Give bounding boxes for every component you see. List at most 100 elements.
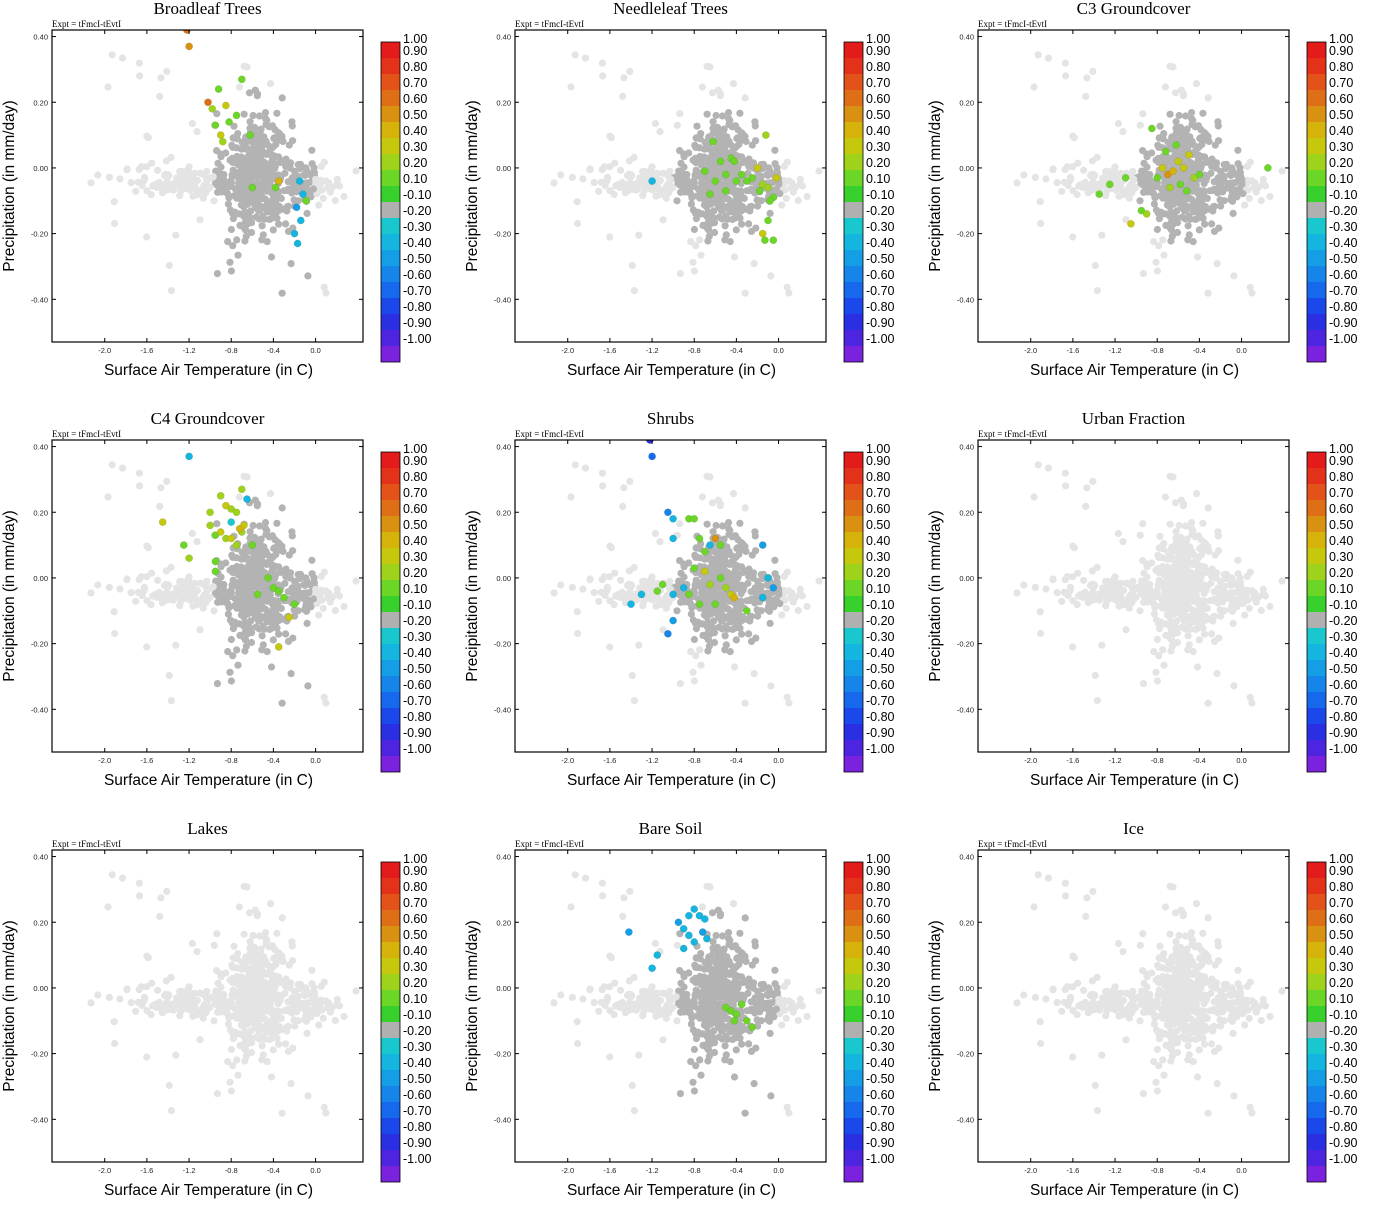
colorbar-swatch [844,138,863,154]
background-point [168,564,175,571]
background-point [733,636,740,643]
panel-title: Urban Fraction [1082,410,1186,428]
background-point [685,559,692,566]
colorbar-label: 0.70 [403,486,427,500]
background-point [677,270,684,277]
background-point [1062,60,1069,67]
colorbar-label: 0.30 [866,140,890,154]
colorbar-label: -0.60 [403,678,432,692]
background-point [1160,135,1167,142]
background-point [289,122,296,129]
background-point [691,636,698,643]
background-point [270,1046,277,1053]
panel-title: C3 Groundcover [1077,0,1191,18]
highlight-point [659,581,666,588]
background-point [1119,128,1126,135]
highlight-point [299,191,306,198]
background-point [663,605,670,612]
background-point [629,591,636,598]
colorbar-swatch [381,692,400,708]
background-point [225,593,232,600]
colorbar-label: -0.60 [866,678,895,692]
background-point [1169,233,1176,240]
colorbar-label: 0.90 [403,454,427,468]
x-tick-label: -0.4 [267,756,280,765]
background-point [757,173,764,180]
background-point [243,643,250,650]
background-point [771,557,778,564]
colorbar-swatch [381,234,400,250]
background-point [241,63,248,70]
background-point [265,593,272,600]
background-point [210,1017,217,1024]
highlight-point [764,217,771,224]
colorbar-swatch [381,314,400,330]
background-point [689,259,696,266]
background-point [234,662,241,669]
background-point [640,598,647,605]
background-point [259,212,266,219]
background-point [143,133,150,140]
background-point [295,197,302,204]
background-point [795,197,802,204]
background-point [586,166,593,173]
background-point [1163,578,1170,585]
x-tick-label: -0.4 [267,346,280,355]
background-point [1185,212,1192,219]
background-point [291,591,298,598]
y-tick-label: 0.20 [496,508,511,517]
background-point [166,181,173,188]
y-axis-label: Precipitation (in mm/day) [927,510,944,681]
background-point [1165,567,1172,574]
background-point [282,220,289,227]
background-point [1227,606,1234,613]
background-point [1151,183,1158,190]
background-point [304,210,311,217]
background-point [699,83,706,90]
background-point [154,167,161,174]
background-point [773,185,780,192]
background-point [681,188,688,195]
background-point [148,160,155,167]
colorbar-swatch [1307,740,1326,756]
background-point [1144,188,1151,195]
background-point [230,167,237,174]
background-point [620,74,627,81]
highlight-point [1127,220,1134,227]
background-point [1219,598,1226,605]
background-point [1140,680,1147,687]
background-point [1157,209,1164,216]
background-point [586,576,593,583]
background-point [1092,181,1099,188]
background-point [288,260,295,267]
colorbar-swatch [381,170,400,186]
background-point [245,984,252,991]
highlight-point [249,542,256,549]
colorbar-label: -0.60 [403,268,432,282]
y-axis-label: Precipitation (in mm/day) [464,100,481,271]
colorbar-swatch [381,484,400,500]
highlight-point [764,574,771,581]
highlight-point [222,102,229,109]
colorbar-swatch [381,202,400,218]
colorbar-label: -0.40 [866,236,895,250]
background-point [1201,207,1208,214]
colorbar-label: -0.70 [1329,694,1358,708]
background-point [241,473,248,480]
background-point [250,112,257,119]
background-point [567,83,574,90]
background-point [286,572,293,579]
background-point [340,193,347,200]
background-point [617,167,624,174]
background-point [708,589,715,596]
background-point [1162,83,1169,90]
colorbar-label: -0.30 [403,220,432,234]
background-point [1089,478,1096,485]
background-point [1214,670,1221,677]
colorbar-swatch [844,548,863,564]
highlight-point [293,204,300,211]
background-point [157,74,164,81]
background-point [320,605,327,612]
highlight-point [1196,171,1203,178]
